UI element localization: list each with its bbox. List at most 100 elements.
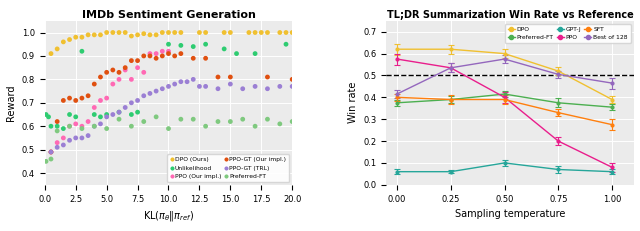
Point: [250, 52, 260, 55]
Point: [114, 70, 124, 74]
Point: [65, 124, 75, 128]
Point: [114, 110, 124, 114]
Point: [77, 124, 87, 128]
Point: [145, 54, 155, 58]
Point: [89, 106, 99, 109]
Point: [163, 52, 173, 55]
Point: [44, 115, 54, 119]
Point: [200, 31, 211, 34]
Point: [139, 70, 149, 74]
Point: [188, 78, 198, 81]
Point: [58, 136, 68, 140]
Point: [89, 124, 99, 128]
Point: [163, 31, 173, 34]
Point: [244, 31, 254, 34]
Point: [95, 99, 106, 102]
Point: [176, 117, 186, 121]
Point: [157, 31, 168, 34]
Point: [275, 122, 285, 126]
Point: [132, 59, 143, 62]
Point: [139, 54, 149, 58]
Point: [102, 113, 112, 116]
Point: [83, 120, 93, 123]
Point: [262, 31, 273, 34]
Point: [151, 115, 161, 119]
Point: [89, 124, 99, 128]
Point: [41, 160, 51, 163]
Point: [46, 52, 56, 55]
Point: [95, 33, 106, 37]
Point: [163, 85, 173, 88]
Point: [151, 33, 161, 37]
Point: [213, 87, 223, 91]
Point: [77, 96, 87, 100]
Point: [58, 99, 68, 102]
Point: [132, 33, 143, 37]
Point: [213, 120, 223, 123]
Legend: DPO, Preferred-FT, GPT-J, PPO, SFT, Best of 128: DPO, Preferred-FT, GPT-J, PPO, SFT, Best…: [505, 24, 630, 43]
Point: [188, 45, 198, 49]
Point: [275, 85, 285, 88]
Point: [114, 78, 124, 81]
Point: [95, 75, 106, 79]
Point: [170, 54, 180, 58]
Point: [108, 82, 118, 86]
Point: [52, 129, 62, 133]
Point: [287, 120, 298, 123]
Point: [46, 157, 56, 161]
Point: [262, 75, 273, 79]
Point: [58, 143, 68, 147]
Point: [120, 68, 131, 72]
Point: [176, 43, 186, 47]
Point: [213, 75, 223, 79]
X-axis label: Sampling temperature: Sampling temperature: [454, 209, 565, 219]
Point: [139, 94, 149, 98]
Point: [145, 52, 155, 55]
Y-axis label: Win rate: Win rate: [348, 82, 358, 124]
Point: [275, 31, 285, 34]
Point: [256, 31, 266, 34]
Point: [108, 31, 118, 34]
Point: [77, 136, 87, 140]
Point: [114, 117, 124, 121]
Point: [200, 42, 211, 46]
Point: [176, 52, 186, 55]
Point: [151, 52, 161, 55]
Point: [52, 120, 62, 123]
Point: [200, 56, 211, 60]
Point: [46, 150, 56, 154]
Point: [83, 94, 93, 98]
Point: [126, 59, 136, 62]
Point: [126, 78, 136, 81]
Point: [225, 82, 236, 86]
X-axis label: KL($\pi_\theta\|\pi_{ref}$): KL($\pi_\theta\|\pi_{ref}$): [143, 209, 194, 223]
Point: [114, 110, 124, 114]
Point: [139, 32, 149, 36]
Point: [132, 66, 143, 70]
Point: [176, 31, 186, 34]
Point: [262, 117, 273, 121]
Point: [108, 113, 118, 116]
Point: [120, 31, 131, 34]
Point: [225, 120, 236, 123]
Point: [65, 113, 75, 116]
Point: [46, 124, 56, 128]
Point: [287, 85, 298, 88]
Point: [157, 54, 168, 58]
Point: [58, 40, 68, 44]
Point: [250, 31, 260, 34]
Point: [95, 115, 106, 119]
Point: [126, 34, 136, 38]
Point: [65, 38, 75, 41]
Point: [139, 120, 149, 123]
Point: [108, 68, 118, 72]
Point: [70, 35, 81, 39]
Point: [52, 124, 62, 128]
Point: [89, 33, 99, 37]
Point: [77, 49, 87, 53]
Point: [237, 87, 248, 91]
Title: TL;DR Summarization Win Rate vs Reference: TL;DR Summarization Win Rate vs Referenc…: [387, 10, 633, 20]
Point: [41, 113, 51, 116]
Point: [132, 110, 143, 114]
Point: [170, 31, 180, 34]
